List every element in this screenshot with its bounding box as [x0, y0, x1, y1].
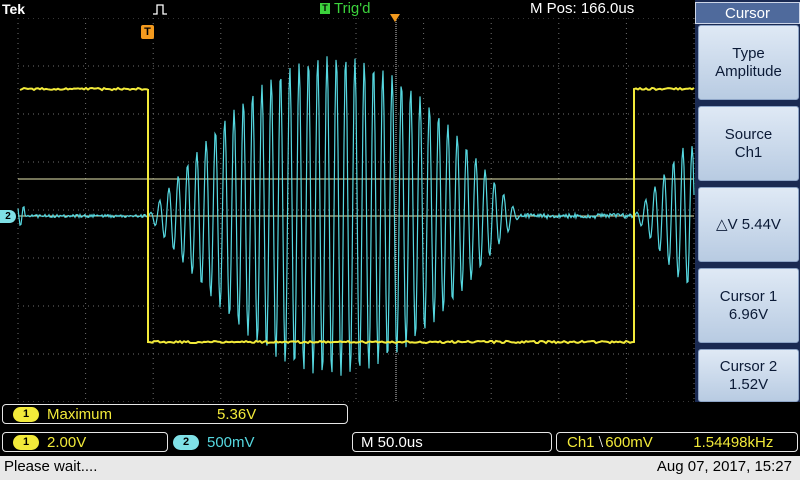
button-value: Ch1 [699, 144, 798, 162]
trigger-readout[interactable]: Ch1 ⧵ 600mV 1.54498kHz [556, 432, 798, 452]
button-label: △V 5.44V [699, 216, 798, 234]
trigger-status: T Trig'd [320, 0, 370, 17]
ch1-scale-readout[interactable]: 1 2.00V [2, 432, 168, 452]
cursor-source-button[interactable]: Source Ch1 [698, 106, 799, 181]
cursor-1-button[interactable]: Cursor 1 6.96V [698, 268, 799, 343]
measurement-readout[interactable]: 1 Maximum 5.36V [2, 404, 348, 424]
ch2-scale: 500mV [207, 434, 255, 451]
ch1-badge: 1 [13, 407, 39, 422]
trigger-type-edge-icon [152, 2, 168, 16]
frequency-readout: 1.54498kHz [693, 434, 773, 451]
status-message: Please wait.... [4, 458, 97, 475]
top-bar: Tek T Trig'd M Pos: 166.0us [0, 0, 695, 18]
ch2-ground-marker[interactable]: 2 [0, 210, 16, 223]
trigger-source: Ch1 [567, 434, 595, 451]
status-bar: Please wait.... Aug 07, 2017, 15:27 [0, 456, 800, 480]
button-value: 6.96V [699, 306, 798, 324]
side-menu-title: Cursor [695, 2, 800, 24]
cursor-side-menu: Cursor Type Amplitude Source Ch1 △V 5.44… [695, 0, 800, 402]
button-label: Cursor 1 [699, 288, 798, 306]
cursor-2-button[interactable]: Cursor 2 1.52V [698, 349, 799, 402]
button-label: Cursor 2 [699, 358, 798, 376]
trigger-slope-icon: ⧵ [599, 434, 604, 451]
button-value: 1.52V [699, 376, 798, 394]
measurement-value: 5.36V [217, 406, 256, 423]
brand-logo: Tek [2, 1, 25, 17]
button-label: Source [699, 126, 798, 144]
trigger-status-text: Trig'd [334, 0, 370, 17]
timebase: M 50.0us [361, 434, 423, 451]
waveform-display [0, 0, 695, 402]
button-value: Amplitude [699, 63, 798, 81]
ch2-scale-readout[interactable]: 2 500mV [170, 432, 348, 452]
trigger-level: 600mV [605, 434, 693, 451]
trigger-point-marker-icon [390, 14, 400, 24]
ch1-badge: 1 [13, 435, 39, 450]
ch2-badge: 2 [173, 435, 199, 450]
cursor-type-button[interactable]: Type Amplitude [698, 25, 799, 100]
trigger-status-icon: T [320, 3, 330, 14]
ch1-scale: 2.00V [47, 434, 86, 451]
timebase-readout[interactable]: M 50.0us [352, 432, 552, 452]
measurement-name: Maximum [47, 406, 217, 423]
trigger-position-marker[interactable]: T [141, 25, 154, 39]
button-label: Type [699, 45, 798, 63]
m-pos-readout: M Pos: 166.0us [530, 0, 634, 17]
delta-v-button[interactable]: △V 5.44V [698, 187, 799, 262]
date-time: Aug 07, 2017, 15:27 [657, 458, 792, 475]
